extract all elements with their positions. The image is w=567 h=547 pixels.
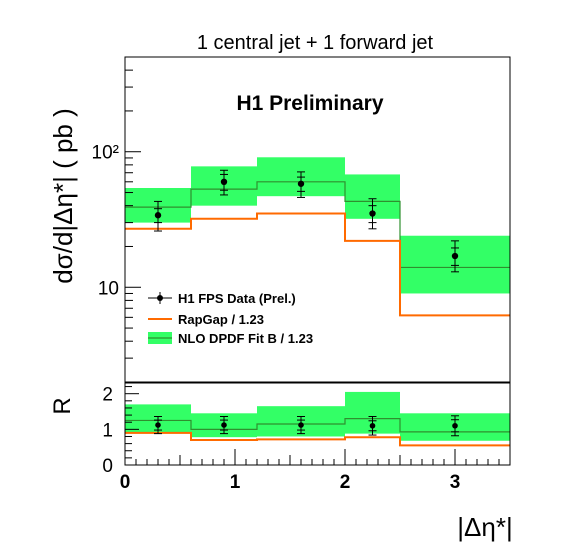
legend-label-2: NLO DPDF Fit B / 1.23	[178, 331, 313, 346]
top-data-point-2	[297, 180, 305, 187]
top-data-point-4	[451, 252, 459, 260]
legend-label-0: H1 FPS Data (Prel.)	[178, 291, 296, 306]
top-nlo-band-group	[125, 157, 510, 294]
top-y-axis: 10 10²	[92, 56, 141, 383]
top-data-points-group	[154, 169, 459, 273]
ratio-data-point-2	[298, 422, 304, 428]
top-data-point-0	[154, 212, 162, 219]
ratio-data-point-0	[155, 422, 161, 428]
legend: H1 FPS Data (Prel.) RapGap / 1.23 NLO DPDF…	[148, 291, 313, 346]
top-y-tick-label-1: 10²	[92, 143, 119, 164]
ratio-y-tick-label-0: 0	[102, 456, 113, 477]
top-rapgap-line	[125, 212, 510, 317]
x-tick-label-2: 2	[340, 472, 351, 493]
ratio-y-axis-label: R	[49, 397, 76, 414]
ratio-y-tick-label-1: 1	[102, 420, 113, 441]
legend-marker-dot	[157, 295, 163, 301]
ratio-y-tick-label-2: 2	[102, 385, 113, 406]
top-data-point-3	[369, 210, 376, 217]
top-y-axis-label: dσ/d|Δη*| ( pb )	[48, 108, 78, 284]
top-plot-frame	[124, 56, 511, 383]
ratio-data-point-3	[369, 422, 376, 429]
ratio-rapgap-line	[125, 431, 510, 447]
top-data-point-1	[220, 178, 228, 186]
x-axis-label: |Δη*|	[457, 512, 512, 542]
annotation-h1-preliminary: H1 Preliminary	[236, 92, 383, 115]
x-tick-label-3: 3	[450, 472, 461, 493]
legend-label-1: RapGap / 1.23	[178, 312, 264, 327]
chart-title: 1 central jet + 1 forward jet	[197, 32, 434, 54]
x-tick-label-1: 1	[230, 472, 241, 493]
ratio-axes: 0 1 2 0 1 2 3	[102, 385, 511, 493]
x-tick-label-0: 0	[120, 472, 131, 493]
ratio-data-points-group	[154, 415, 459, 437]
ratio-data-point-1	[221, 422, 227, 428]
top-y-tick-label-0: 10	[98, 278, 119, 299]
ratio-data-point-4	[452, 422, 458, 429]
ratio-plot-frame	[124, 382, 511, 466]
